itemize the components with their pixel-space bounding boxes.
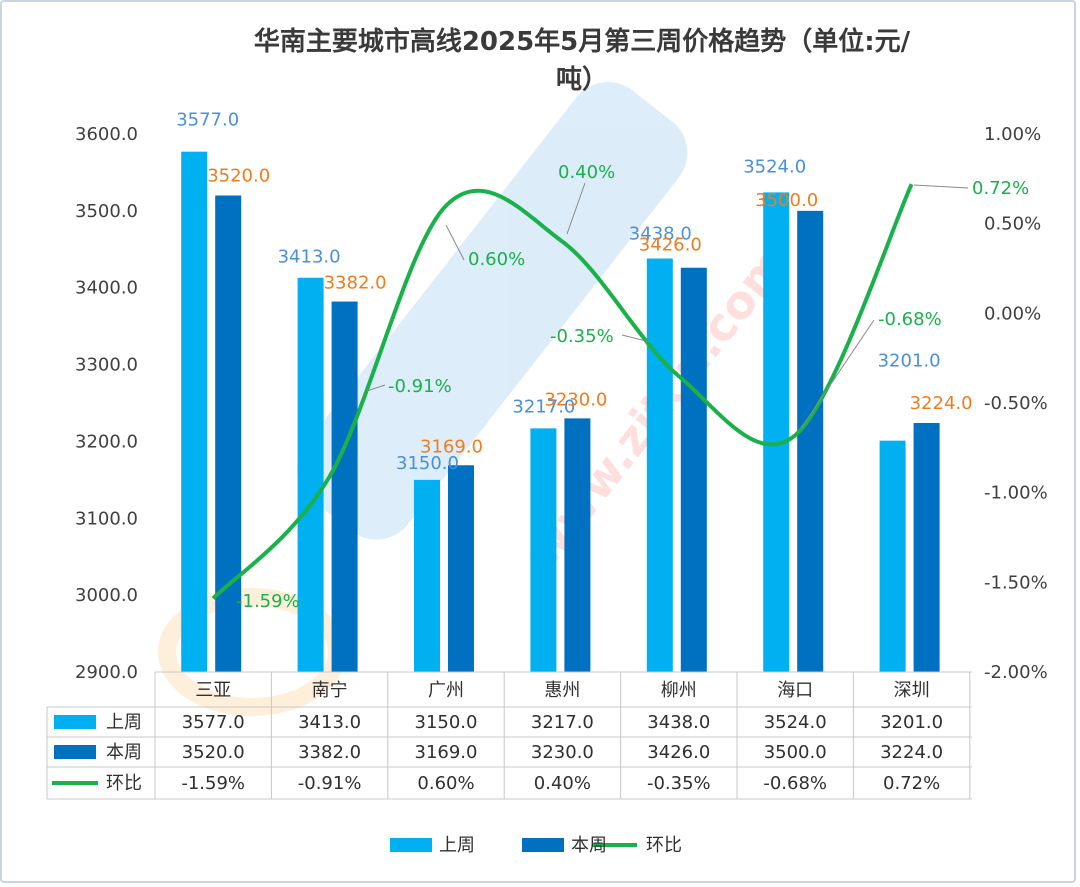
category-label: 海口 xyxy=(777,680,813,701)
left-axis-tick-label: 3300.0 xyxy=(75,355,138,376)
legend-key xyxy=(390,838,432,852)
bar-data-label-this-week: 3500.0 xyxy=(755,190,818,211)
line-data-label-ratio: -1.59% xyxy=(236,591,300,612)
right-axis-tick-label: -2.00% xyxy=(984,662,1048,683)
left-axis-tick-label: 3400.0 xyxy=(75,278,138,299)
table-cell: 3426.0 xyxy=(647,742,710,763)
left-axis-tick-label: 2900.0 xyxy=(75,662,138,683)
left-axis-tick-label: 3000.0 xyxy=(75,585,138,606)
bar-data-label-last-week: 3150.0 xyxy=(396,453,459,474)
table-cell: -0.91% xyxy=(298,773,362,794)
bar-data-label-this-week: 3382.0 xyxy=(324,273,387,294)
bar-data-label-last-week: 3577.0 xyxy=(176,110,239,131)
bar-last-week xyxy=(414,479,440,672)
left-axis-tick-label: 3100.0 xyxy=(75,508,138,529)
category-label: 三亚 xyxy=(195,680,231,701)
table-cell: 3201.0 xyxy=(880,712,943,733)
bar-this-week xyxy=(680,267,707,672)
table-cell: 3577.0 xyxy=(182,712,245,733)
ratio-label-leader xyxy=(913,184,969,189)
ratio-label-leader xyxy=(566,182,586,235)
ratio-label-leader xyxy=(621,334,651,343)
bar-this-week xyxy=(913,422,940,672)
table-cell: 3382.0 xyxy=(298,742,361,763)
bar-last-week xyxy=(646,258,673,672)
bar-data-label-this-week: 3169.0 xyxy=(420,436,483,457)
bar-data-label-last-week: 3413.0 xyxy=(278,247,341,268)
bar-last-week xyxy=(297,277,324,672)
legend-label-ratio: 环比 xyxy=(646,835,682,856)
table-cell: 3150.0 xyxy=(415,712,478,733)
table-legend-key xyxy=(54,745,96,759)
table-cell: 3169.0 xyxy=(415,742,478,763)
legend-key xyxy=(522,838,564,852)
ratio-line xyxy=(211,183,914,600)
bar-data-label-this-week: 3230.0 xyxy=(544,389,607,410)
ratio-label-leader xyxy=(366,384,386,392)
right-axis-tick-label: -1.50% xyxy=(984,572,1048,593)
table-cell: 3500.0 xyxy=(764,742,827,763)
table-cell: -1.59% xyxy=(181,773,245,794)
table-cell: 3230.0 xyxy=(531,742,594,763)
table-cell: -0.35% xyxy=(647,773,711,794)
category-label: 惠州 xyxy=(544,680,580,701)
left-axis-tick-label: 3500.0 xyxy=(75,201,138,222)
category-label: 深圳 xyxy=(894,680,930,701)
category-label: 广州 xyxy=(428,680,464,701)
right-axis-tick-label: 0.50% xyxy=(984,214,1041,235)
bar-data-label-last-week: 3524.0 xyxy=(743,156,806,177)
chart-title: 华南主要城市高线2025年5月第三周价格趋势（单位:元/ xyxy=(254,26,911,57)
table-cell: 3438.0 xyxy=(647,712,710,733)
line-data-label-ratio: 0.40% xyxy=(558,162,615,183)
table-cell: 0.60% xyxy=(417,773,474,794)
bar-this-week xyxy=(564,418,591,672)
watermark-logo xyxy=(297,82,688,540)
bar-this-week xyxy=(331,301,358,672)
right-axis-tick-label: 0.00% xyxy=(984,303,1041,324)
table-cell: 0.72% xyxy=(883,773,940,794)
table-cell: -0.68% xyxy=(763,773,827,794)
ratio-label-leader xyxy=(801,319,875,428)
line-data-label-ratio: 0.60% xyxy=(468,249,525,270)
line-data-label-ratio: -0.35% xyxy=(550,326,614,347)
category-label: 柳州 xyxy=(661,680,697,701)
line-data-label-ratio: -0.68% xyxy=(878,309,942,330)
bar-last-week xyxy=(181,151,208,673)
table-legend-key xyxy=(54,715,96,729)
table-cell: 3413.0 xyxy=(298,712,361,733)
bar-data-label-last-week: 3217.0 xyxy=(512,396,575,417)
line-data-label-ratio: 0.72% xyxy=(972,178,1029,199)
bar-last-week xyxy=(530,428,557,672)
bar-data-label-this-week: 3520.0 xyxy=(207,165,270,186)
table-cell: 3524.0 xyxy=(764,712,827,733)
bar-data-label-this-week: 3224.0 xyxy=(910,393,973,414)
table-cell: 0.40% xyxy=(534,773,591,794)
table-row-name: 本周 xyxy=(106,742,142,763)
legend-label-this-week: 本周 xyxy=(571,835,607,856)
bar-last-week xyxy=(763,192,790,672)
line-data-label-ratio: -0.91% xyxy=(388,376,452,397)
bar-this-week xyxy=(797,210,824,672)
left-axis-tick-label: 3600.0 xyxy=(75,124,138,145)
bar-last-week xyxy=(879,440,906,672)
right-axis-tick-label: -0.50% xyxy=(984,393,1048,414)
table-row-name: 环比 xyxy=(106,773,142,794)
bar-data-label-this-week: 3426.0 xyxy=(639,235,702,256)
table-row-name: 上周 xyxy=(106,712,142,733)
table-cell: 3217.0 xyxy=(531,712,594,733)
category-label: 南宁 xyxy=(312,680,348,701)
right-axis-tick-label: -1.00% xyxy=(984,483,1048,504)
bar-this-week xyxy=(448,465,474,672)
table-cell: 3520.0 xyxy=(182,742,245,763)
legend-label-last-week: 上周 xyxy=(439,835,475,856)
bar-data-label-last-week: 3438.0 xyxy=(629,224,692,245)
table-cell: 3224.0 xyxy=(880,742,943,763)
bar-data-label-last-week: 3201.0 xyxy=(878,351,941,372)
ratio-label-leader xyxy=(445,224,465,261)
chart-title-line2: 吨） xyxy=(556,65,608,95)
left-axis-tick-label: 3200.0 xyxy=(75,431,138,452)
right-axis-tick-label: 1.00% xyxy=(984,124,1041,145)
